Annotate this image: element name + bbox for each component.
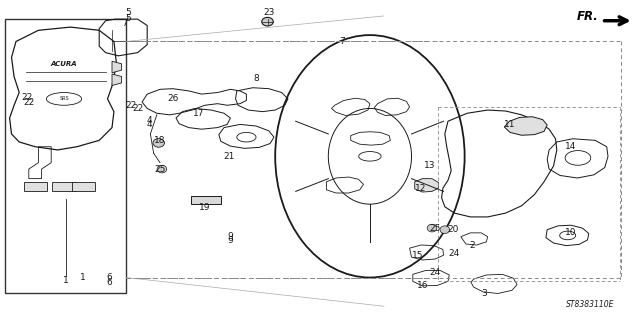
Text: ACURA: ACURA xyxy=(51,61,77,67)
Bar xyxy=(52,182,76,191)
Text: 11: 11 xyxy=(504,120,515,129)
Text: 5: 5 xyxy=(125,8,131,17)
Text: 3: 3 xyxy=(481,289,486,298)
Text: 4: 4 xyxy=(147,120,152,129)
Text: 9: 9 xyxy=(228,232,233,241)
Ellipse shape xyxy=(157,165,167,173)
Ellipse shape xyxy=(262,17,273,26)
Text: FR.: FR. xyxy=(577,10,598,23)
Text: 22: 22 xyxy=(23,98,35,107)
Text: 26: 26 xyxy=(167,94,179,103)
Polygon shape xyxy=(504,117,547,135)
Text: 6: 6 xyxy=(106,273,111,282)
Text: 6: 6 xyxy=(106,278,111,287)
Text: 22: 22 xyxy=(21,93,33,102)
Polygon shape xyxy=(415,179,438,192)
Text: 25: 25 xyxy=(154,165,166,174)
Text: 10: 10 xyxy=(565,228,577,237)
Text: 1: 1 xyxy=(81,273,86,282)
Text: 22: 22 xyxy=(132,104,143,113)
Text: 12: 12 xyxy=(415,184,426,193)
Bar xyxy=(191,196,221,204)
Text: 16: 16 xyxy=(417,281,428,290)
Text: 20: 20 xyxy=(447,225,459,234)
Text: 4: 4 xyxy=(147,116,152,125)
Text: 22: 22 xyxy=(125,101,136,110)
Text: 25: 25 xyxy=(429,224,441,233)
Text: 2: 2 xyxy=(470,241,475,250)
Ellipse shape xyxy=(153,138,164,147)
Ellipse shape xyxy=(428,224,437,232)
Text: ST8383110E: ST8383110E xyxy=(566,300,614,309)
Text: 19: 19 xyxy=(199,203,211,212)
Text: 24: 24 xyxy=(429,268,441,277)
Bar xyxy=(72,182,95,191)
Polygon shape xyxy=(112,61,122,73)
Text: 23: 23 xyxy=(263,8,275,17)
Text: 1: 1 xyxy=(63,276,68,285)
Text: 17: 17 xyxy=(193,109,204,118)
Text: 24: 24 xyxy=(449,249,460,258)
Text: 14: 14 xyxy=(565,142,577,151)
Text: SRS: SRS xyxy=(59,96,69,101)
Text: 5: 5 xyxy=(125,14,131,23)
Text: 8: 8 xyxy=(253,74,259,83)
Bar xyxy=(24,182,47,191)
Text: 18: 18 xyxy=(154,136,166,145)
Text: 9: 9 xyxy=(228,236,233,245)
Text: 21: 21 xyxy=(223,152,235,161)
Text: 15: 15 xyxy=(412,251,424,260)
Polygon shape xyxy=(112,74,122,85)
Ellipse shape xyxy=(440,226,449,234)
Text: 13: 13 xyxy=(424,161,436,170)
Text: 7: 7 xyxy=(340,37,345,46)
